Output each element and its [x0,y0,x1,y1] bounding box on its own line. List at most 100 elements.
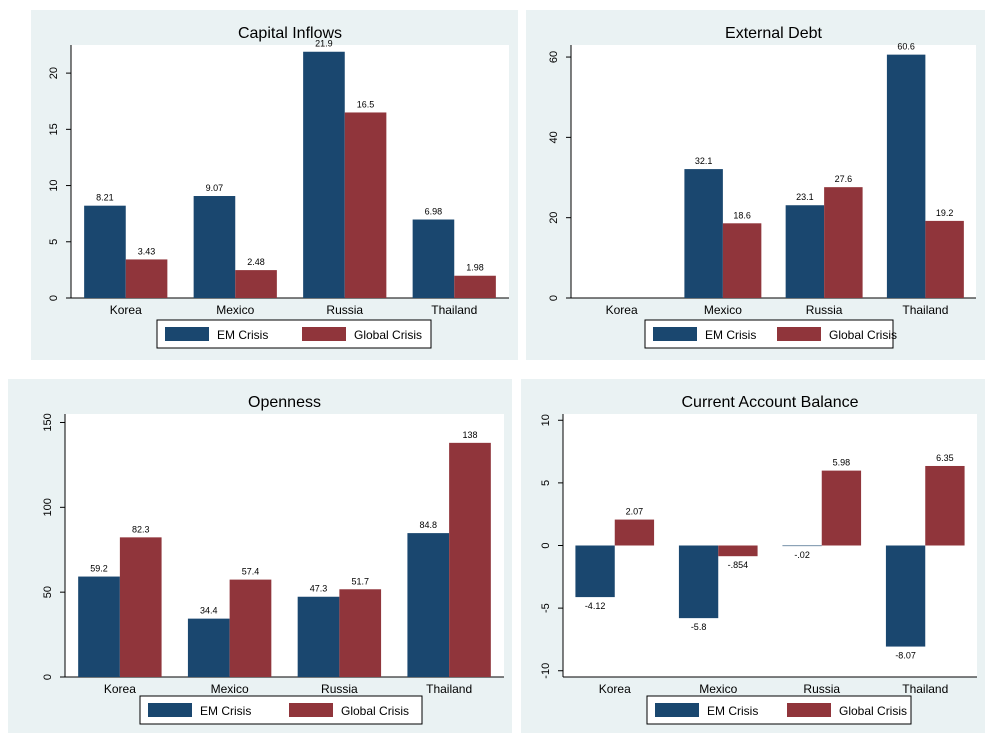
bar-em-mexico [684,169,723,298]
data-label: -5.8 [691,622,707,632]
chart-panel-current-account: Current Account Balance -10 -5 0 5 10 -4.12 2.0… [521,379,985,733]
data-label: 5.98 [833,458,851,468]
bar-global-russia [344,112,387,298]
x-category-label: Korea [599,682,631,696]
y-tick-label: -10 [540,663,552,679]
chart-title: Capital Inflows [238,25,342,42]
data-label: 84.8 [420,520,438,530]
legend-swatch-global [289,703,333,717]
bar-em-thailand [412,219,455,298]
bar-em-russia [297,596,340,677]
legend-label: EM Crisis [200,704,251,718]
y-tick-label: 100 [42,498,54,516]
bar-global-korea [125,259,168,298]
legend-label: EM Crisis [217,328,268,342]
legend-swatch-global [787,703,831,717]
legend: EM Crisis Global Crisis [139,695,423,725]
data-label: -4.12 [585,601,606,611]
data-label: 32.1 [695,156,713,166]
bar-global-thailand [925,465,965,546]
bar-global-russia [821,470,862,546]
bar-em-thailand [407,533,450,677]
data-label: 51.7 [351,576,369,586]
data-label: 57.4 [242,567,260,577]
x-category-label: Russia [803,682,840,696]
legend-swatch-global [302,327,346,341]
x-category-label: Thailand [902,303,948,317]
data-label: 2.48 [247,257,265,267]
y-tick-label: 20 [548,212,560,224]
x-category-label: Mexico [211,682,249,696]
bar-global-mexico [722,223,762,298]
data-label: 138 [462,430,477,440]
x-category-label: Thailand [431,303,477,317]
data-label: 60.6 [897,42,915,52]
legend-label: Global Crisis [839,704,907,718]
y-tick-label: 0 [540,542,552,548]
bar-global-korea [119,537,162,677]
data-label: 19.2 [936,208,954,218]
data-label: 23.1 [796,192,814,202]
data-label: 9.07 [206,183,224,193]
bar-em-thailand [886,54,926,299]
chart-svg-3: Current Account Balance -10 -5 0 5 10 -4.12 2.0… [540,394,977,725]
data-label: 1.98 [466,263,484,273]
y-tick-label: -5 [540,603,552,613]
y-tick-label: 10 [540,414,552,426]
data-label: -8.07 [895,651,916,661]
data-label: 82.3 [132,524,150,534]
y-tick-label: 5 [48,239,60,245]
legend-swatch-em [655,703,699,717]
bar-global-russia [339,589,382,677]
data-label: 8.21 [96,193,114,203]
data-label: 47.3 [310,584,328,594]
y-tick-label: 50 [42,586,54,598]
bar-global-thailand [925,220,964,298]
bar-em-mexico [193,196,236,298]
data-label: -.854 [728,560,749,570]
bar-global-mexico [229,579,272,677]
bar-global-korea [614,519,655,546]
legend-label: EM Crisis [707,704,758,718]
data-label: 34.4 [200,606,218,616]
chart-panel-openness: Openness 0 50 100 150 59.2 82.3 Korea 34.4 57.4 Me… [8,379,512,733]
x-category-label: Russia [321,682,358,696]
x-category-label: Thailand [902,682,948,696]
legend-swatch-em [165,327,209,341]
bar-global-mexico [235,270,277,298]
chart-svg-0: Capital Inflows 0 5 10 15 20 8.21 3.43 Korea 9.07… [48,25,509,349]
y-tick-label: 0 [42,674,54,680]
x-category-label: Mexico [704,303,742,317]
data-label: 3.43 [138,246,156,256]
legend-swatch-global [777,327,821,341]
bar-global-thailand [454,275,496,298]
bar-em-korea [575,545,615,598]
data-label: 21.9 [315,39,333,49]
y-tick-label: 60 [548,51,560,63]
chart-panel-external-debt: External Debt 0 20 40 60 Korea 32.1 18.6 Mexico 2… [526,10,985,360]
x-category-label: Russia [806,303,843,317]
data-label: 59.2 [90,564,108,574]
y-tick-label: 5 [540,480,552,486]
bar-global-russia [824,187,863,298]
bar-em-korea [84,205,126,298]
legend: EM Crisis Global Crisis [156,319,432,349]
chart-panel-capital-inflows: Capital Inflows 0 5 10 15 20 8.21 3.43 Korea 9.07… [31,10,518,360]
legend-label: Global Crisis [829,328,897,342]
legend-swatch-em [148,703,192,717]
y-tick-label: 40 [548,131,560,143]
bar-em-thailand [885,545,926,647]
legend-label: EM Crisis [705,328,756,342]
bar-em-russia [785,205,825,298]
y-tick-label: 0 [548,295,560,301]
y-tick-label: 20 [48,67,60,79]
bar-global-thailand [449,442,491,677]
legend-label: Global Crisis [354,328,422,342]
chart-title: Openness [248,394,321,411]
legend: EM Crisis Global Crisis [644,319,897,349]
x-category-label: Mexico [699,682,737,696]
data-label: 6.98 [425,207,443,217]
x-category-label: Korea [110,303,142,317]
bar-global-mexico [718,545,758,557]
data-label: 27.6 [835,174,853,184]
